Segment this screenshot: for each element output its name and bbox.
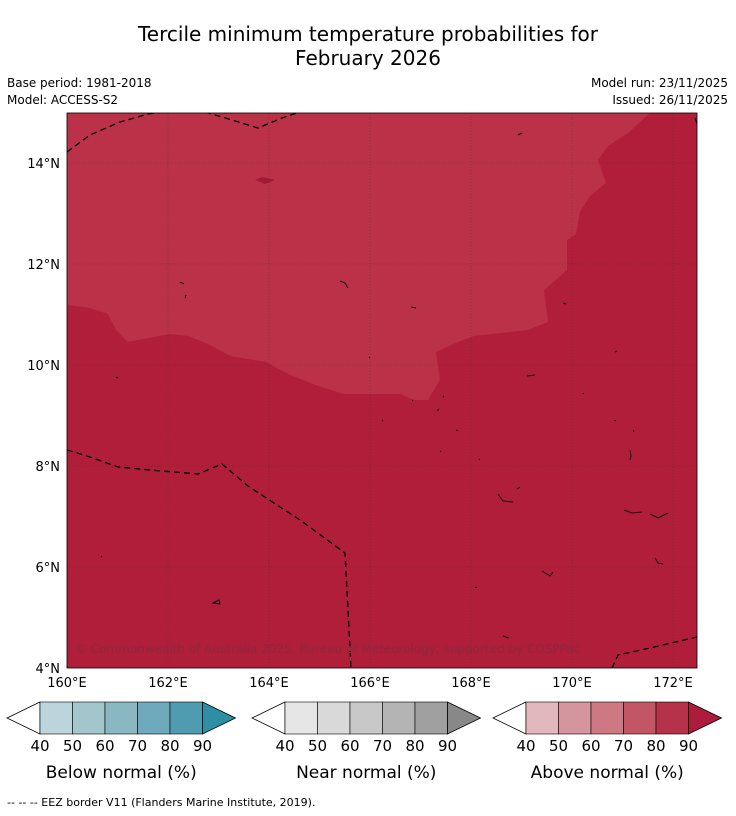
lon-label: 172°E	[653, 676, 693, 691]
lat-label: 14°N	[27, 157, 60, 172]
colorbar-segment	[284, 701, 318, 735]
colorbar-segment	[39, 701, 73, 735]
colorbar-segment	[590, 701, 624, 735]
colorbar-segment	[317, 701, 351, 735]
colorbar-tick-label: 60	[95, 737, 114, 755]
eez-legend-footer: -- -- -- EEZ border V11 (Flanders Marine…	[7, 796, 316, 809]
meta-left: Base period: 1981-2018 Model: ACCESS-S2	[7, 75, 152, 109]
lat-label: 4°N	[36, 662, 61, 677]
model-name: Model: ACCESS-S2	[7, 93, 119, 107]
colorbar-tick-label: 90	[438, 737, 457, 755]
colorbar-tick-label: 40	[30, 737, 49, 755]
colorbar-segment	[382, 701, 416, 735]
colorbar-segment	[655, 701, 689, 735]
lon-label: 166°E	[350, 676, 390, 691]
lon-labels: 160°E 162°E 164°E 166°E 168°E 170°E 172°…	[47, 676, 693, 691]
colorbar-tick-label: 60	[340, 737, 359, 755]
colorbar-tick-label: 40	[275, 737, 294, 755]
title-line-1: Tercile minimum temperature probabilitie…	[137, 22, 599, 46]
colorbar-tick-label: 80	[160, 737, 179, 755]
copyright-text: © Commonwealth of Australia 2025, Bureau…	[75, 642, 580, 656]
colorbar-segment	[104, 701, 138, 735]
lon-label: 164°E	[249, 676, 289, 691]
base-period: Base period: 1981-2018	[7, 76, 152, 90]
colorbar-tick-label: 70	[128, 737, 147, 755]
colorbar-segment	[623, 701, 657, 735]
colorbars: 40 50 60 70 80 90 Below normal (%) 40 50 60 70 80 90…	[6, 701, 723, 783]
colorbar-over-triangle	[447, 701, 482, 735]
colorbar-above: 40 50 60 70 80 90 Above normal (%)	[492, 701, 723, 783]
lon-label: 162°E	[148, 676, 188, 691]
colorbar-below: 40 50 60 70 80 90 Below normal (%)	[6, 701, 237, 783]
colorbar-tick-label: 70	[614, 737, 633, 755]
region-above-80	[67, 113, 650, 400]
colorbar-tick-label: 50	[549, 737, 568, 755]
colorbar-tick-label: 70	[373, 737, 392, 755]
colorbar-tick-label: 90	[193, 737, 212, 755]
colorbar-segment	[72, 701, 106, 735]
colorbar-tick-label: 40	[516, 737, 535, 755]
map-frame	[66, 112, 698, 669]
colorbar-under-triangle	[6, 701, 41, 735]
issued-date: Issued: 26/11/2025	[612, 93, 728, 107]
colorbar-segment	[137, 701, 171, 735]
colorbar-tick-label: 80	[405, 737, 424, 755]
meta-right: Model run: 23/11/2025 Issued: 26/11/2025	[591, 75, 728, 109]
map-plot-area: © Commonwealth of Australia 2025, Bureau…	[67, 113, 697, 668]
lat-label: 12°N	[27, 258, 60, 273]
model-run: Model run: 23/11/2025	[590, 76, 728, 90]
map-title: Tercile minimum temperature probabilitie…	[0, 22, 736, 70]
islands	[100, 117, 697, 639]
colorbar-segment	[525, 701, 559, 735]
colorbar-title: Near normal (%)	[296, 763, 436, 783]
colorbar-over-triangle	[202, 701, 237, 735]
lat-label: 6°N	[36, 561, 61, 576]
colorbar-title: Above normal (%)	[531, 763, 684, 783]
colorbar-tick-label: 50	[308, 737, 327, 755]
eez-borders	[67, 113, 697, 668]
lon-label: 160°E	[47, 676, 87, 691]
colorbar-segment	[558, 701, 592, 735]
colorbar-over-triangle	[688, 701, 723, 735]
lat-label: 10°N	[27, 359, 60, 374]
colorbar-tick-label: 50	[63, 737, 82, 755]
colorbar-segment	[349, 701, 383, 735]
colorbar-tick-label: 90	[679, 737, 698, 755]
lon-label: 168°E	[451, 676, 491, 691]
colorbar-tick-label: 80	[646, 737, 665, 755]
colorbar-segment	[169, 701, 203, 735]
gridlines	[67, 113, 697, 668]
colorbar-under-triangle	[492, 701, 527, 735]
colorbar-segment	[414, 701, 448, 735]
colorbar-under-triangle	[251, 701, 286, 735]
colorbar-tick-label: 60	[581, 737, 600, 755]
lat-labels: 14°N 12°N 10°N 8°N 6°N 4°N	[27, 157, 60, 677]
lat-label: 8°N	[36, 460, 61, 475]
lon-label: 170°E	[552, 676, 592, 691]
colorbar-title: Below normal (%)	[46, 763, 197, 783]
title-line-2: February 2026	[295, 46, 441, 70]
